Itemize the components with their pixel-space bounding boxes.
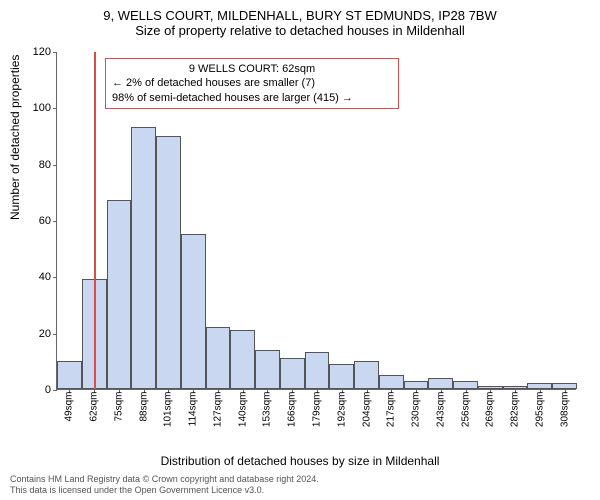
x-tick-label: 295sqm [534,392,545,442]
plot-region: 02040608010012049sqm62sqm75sqm88sqm101sq… [56,52,576,390]
annotation-box: 9 WELLS COURT: 62sqm← 2% of detached hou… [105,58,399,109]
y-tick-label: 20 [21,328,51,340]
histogram-bar [453,381,478,389]
histogram-bar [57,361,82,389]
chart-container: 9, WELLS COURT, MILDENHALL, BURY ST EDMU… [0,0,600,500]
histogram-bar [428,378,453,389]
footer-line-1: Contains HM Land Registry data © Crown c… [10,474,319,485]
y-tick-mark [53,277,57,278]
reference-line [94,52,96,389]
y-tick-label: 80 [21,159,51,171]
x-tick-label: 230sqm [411,392,422,442]
chart-title-main: 9, WELLS COURT, MILDENHALL, BURY ST EDMU… [0,0,600,23]
histogram-bar [107,200,132,389]
x-tick-label: 243sqm [435,392,446,442]
x-tick-label: 269sqm [485,392,496,442]
annotation-line: ← 2% of detached houses are smaller (7) [112,76,392,90]
annotation-line: 9 WELLS COURT: 62sqm [112,62,392,76]
y-tick-mark [53,221,57,222]
histogram-bar [280,358,305,389]
histogram-bar [230,330,255,389]
x-tick-label: 49sqm [64,392,75,442]
histogram-bar [206,327,231,389]
y-tick-mark [53,334,57,335]
y-tick-mark [53,165,57,166]
histogram-bar [156,136,181,390]
x-tick-label: 166sqm [287,392,298,442]
x-tick-label: 127sqm [212,392,223,442]
chart-title-sub: Size of property relative to detached ho… [0,23,600,38]
x-tick-label: 256sqm [460,392,471,442]
x-tick-label: 192sqm [336,392,347,442]
histogram-bar [329,364,354,389]
y-tick-mark [53,390,57,391]
histogram-bar [131,127,156,389]
x-tick-label: 101sqm [163,392,174,442]
histogram-bar [379,375,404,389]
footer-attribution: Contains HM Land Registry data © Crown c… [10,474,319,496]
y-tick-label: 40 [21,271,51,283]
histogram-bar [404,381,429,389]
x-axis-label: Distribution of detached houses by size … [0,454,600,468]
y-tick-label: 100 [21,102,51,114]
annotation-line: 98% of semi-detached houses are larger (… [112,91,392,105]
x-tick-label: 217sqm [386,392,397,442]
y-tick-label: 120 [21,46,51,58]
chart-plot-area: 02040608010012049sqm62sqm75sqm88sqm101sq… [56,52,576,390]
x-tick-label: 282sqm [510,392,521,442]
x-tick-label: 179sqm [312,392,323,442]
histogram-bar [305,352,330,389]
x-tick-label: 140sqm [237,392,248,442]
x-tick-label: 62sqm [89,392,100,442]
x-tick-label: 114sqm [188,392,199,442]
y-tick-mark [53,52,57,53]
x-tick-label: 308sqm [559,392,570,442]
y-tick-mark [53,108,57,109]
x-tick-label: 88sqm [138,392,149,442]
y-tick-label: 0 [21,384,51,396]
histogram-bar [181,234,206,389]
x-tick-label: 153sqm [262,392,273,442]
footer-line-2: This data is licensed under the Open Gov… [10,485,319,496]
histogram-bar [354,361,379,389]
histogram-bar [255,350,280,389]
x-tick-label: 75sqm [113,392,124,442]
y-tick-label: 60 [21,215,51,227]
x-tick-label: 204sqm [361,392,372,442]
y-axis-label: Number of detached properties [8,55,22,220]
